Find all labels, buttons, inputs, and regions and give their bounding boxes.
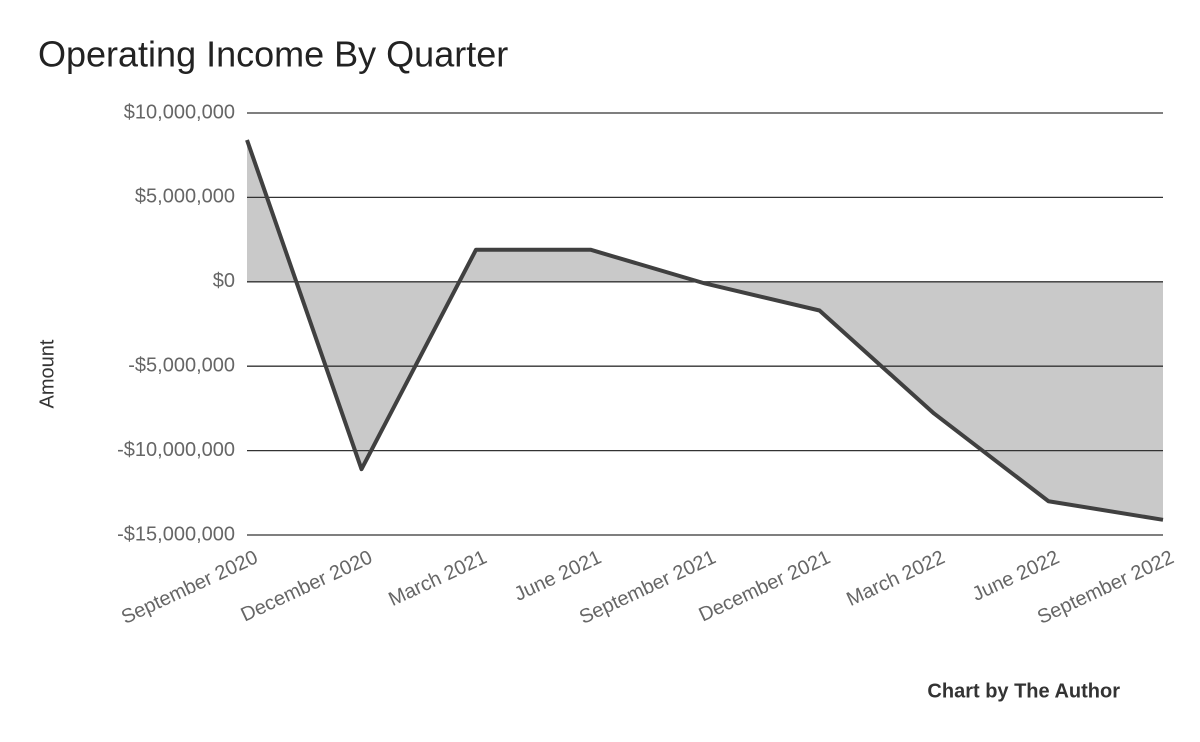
area bbox=[247, 140, 1163, 520]
note: Chart by The Author bbox=[927, 680, 1120, 702]
y-tick-label: $0 bbox=[213, 270, 235, 292]
line bbox=[245, 139, 1164, 522]
y-tick-label: -$10,000,000 bbox=[117, 439, 235, 461]
x-tick-label: June 2022 bbox=[969, 546, 1063, 605]
chart-title: Operating Income By Quarter bbox=[38, 34, 508, 75]
x-tick-label: June 2021 bbox=[511, 546, 605, 605]
x-tick-label: September 2020 bbox=[118, 546, 261, 628]
y-tick-label: $5,000,000 bbox=[135, 186, 235, 208]
y-tick-label: -$15,000,000 bbox=[117, 523, 235, 545]
y-tick-label: $10,000,000 bbox=[124, 101, 235, 123]
x-tick-label: March 2021 bbox=[385, 546, 490, 611]
y-axis-label: Amount bbox=[36, 339, 58, 408]
x-tick-label: December 2021 bbox=[696, 546, 834, 626]
x-tick-label: December 2020 bbox=[238, 546, 376, 626]
y-tick-label: -$5,000,000 bbox=[128, 354, 235, 376]
x-tick-label: March 2022 bbox=[843, 546, 948, 611]
